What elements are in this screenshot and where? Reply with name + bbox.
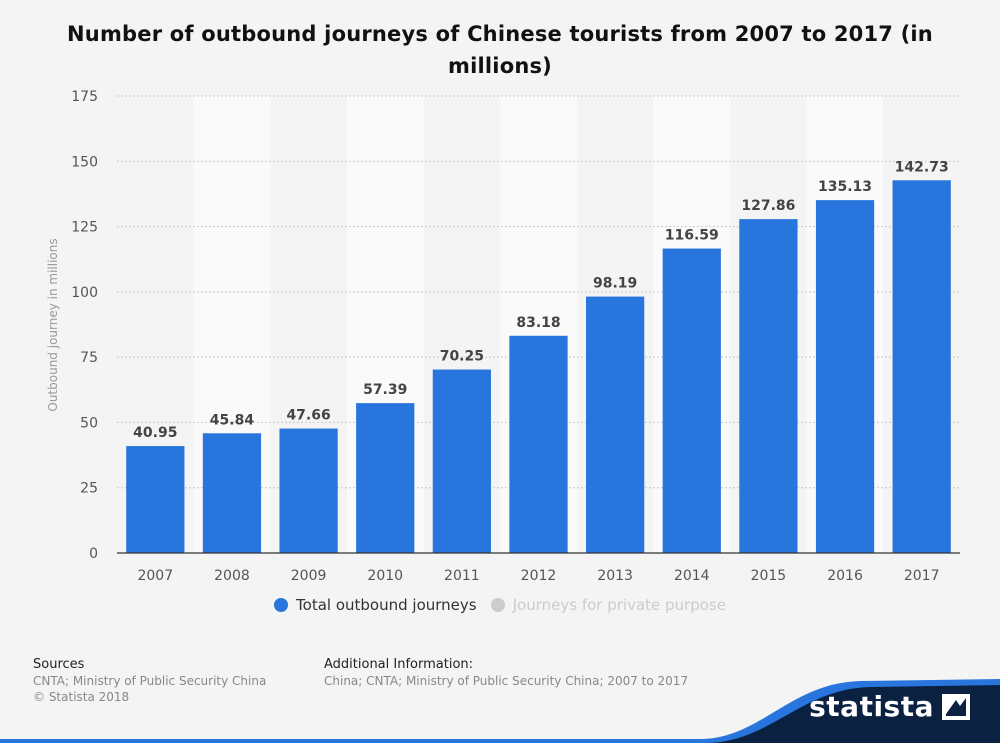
y-tick-label: 75 (80, 350, 98, 366)
sources-heading: Sources (33, 657, 85, 672)
data-label-2015: 127.86 (741, 198, 795, 214)
bar-2016[interactable] (815, 200, 875, 553)
legend-label-private: Journeys for private purpose (512, 596, 726, 614)
x-tick-label-2011: 2011 (444, 568, 480, 584)
y-tick-label: 0 (89, 546, 98, 562)
x-tick-label-2009: 2009 (291, 568, 327, 584)
x-tick-label-2016: 2016 (827, 568, 863, 584)
x-tick-label-2015: 2015 (751, 568, 787, 584)
bar-2015[interactable] (739, 219, 798, 554)
data-label-2011: 70.25 (440, 349, 484, 365)
bar-2008[interactable] (202, 433, 262, 553)
bar-2010[interactable] (356, 403, 415, 553)
chart-area: 0 25 50 75 100 125 150 175 40.95 45.84 47.66 57.39… (46, 89, 960, 584)
footer-accent-stripe (0, 679, 1000, 743)
legend: Total outbound journeys Journeys for pri… (0, 596, 1000, 614)
y-tick-label: 125 (71, 220, 98, 236)
x-tick-label-2013: 2013 (597, 568, 633, 584)
data-label-2013: 98.19 (593, 276, 637, 292)
y-tick-label: 50 (80, 415, 98, 431)
data-labels: 40.95 45.84 47.66 57.39 70.25 83.18 98.19 116.5… (133, 159, 949, 441)
bar-2011[interactable] (432, 369, 491, 553)
bar-2009[interactable] (279, 428, 338, 553)
bar-2012[interactable] (509, 335, 568, 553)
statista-logo[interactable]: statista (809, 690, 970, 723)
additional-info-block: Additional Information: China; CNTA; Min… (324, 657, 688, 689)
bars (126, 180, 951, 554)
x-tick-label-2012: 2012 (521, 568, 557, 584)
footer-wave (0, 679, 1000, 743)
legend-dot-total (274, 598, 289, 612)
bar-2014[interactable] (662, 248, 721, 553)
x-tick-label-2014: 2014 (674, 568, 710, 584)
bar-2007[interactable] (126, 446, 185, 553)
data-label-2010: 57.39 (363, 382, 407, 398)
y-axis-title: Outbound journey in millions (46, 238, 60, 411)
legend-label-total: Total outbound journeys (296, 596, 477, 614)
logo-icon (942, 693, 970, 720)
footer-dark-wave (0, 685, 1000, 743)
bar-2013[interactable] (586, 296, 645, 553)
data-label-2008: 45.84 (210, 412, 255, 428)
data-label-2014: 116.59 (665, 228, 719, 244)
x-tick-label-2010: 2010 (367, 568, 403, 584)
data-label-2016: 135.13 (818, 179, 872, 195)
chart-title: Number of outbound journeys of Chinese t… (67, 22, 933, 78)
legend-item-total[interactable]: Total outbound journeys (274, 596, 477, 614)
sources-text[interactable]: CNTA; Ministry of Public Security China (33, 674, 267, 688)
bar-2017[interactable] (892, 180, 951, 553)
copyright-text: © Statista 2018 (33, 690, 130, 704)
y-tick-label: 175 (71, 89, 98, 105)
sources-block: Sources CNTA; Ministry of Public Securit… (33, 657, 266, 705)
data-label-2017: 142.73 (895, 159, 949, 175)
x-tick-label-2008: 2008 (214, 568, 250, 584)
legend-dot-private (490, 598, 505, 612)
additional-info-heading: Additional Information: (324, 657, 474, 672)
data-label-2009: 47.66 (286, 408, 330, 424)
logo-text: statista (809, 690, 934, 723)
y-axis-ticks: 0 25 50 75 100 125 150 175 (71, 89, 98, 562)
legend-item-private[interactable]: Journeys for private purpose (490, 596, 726, 614)
y-tick-label: 100 (71, 285, 98, 301)
y-tick-label: 150 (71, 154, 98, 170)
additional-info-text: China; CNTA; Ministry of Public Security… (324, 674, 689, 688)
data-label-2012: 83.18 (516, 315, 560, 331)
y-tick-label: 25 (80, 481, 98, 497)
x-tick-label-2007: 2007 (137, 568, 173, 584)
x-tick-label-2017: 2017 (904, 568, 940, 584)
x-axis-ticks: 2007 2008 2009 2010 2011 2012 2013 2014 2015 2016… (137, 568, 939, 584)
data-label-2007: 40.95 (133, 425, 177, 441)
